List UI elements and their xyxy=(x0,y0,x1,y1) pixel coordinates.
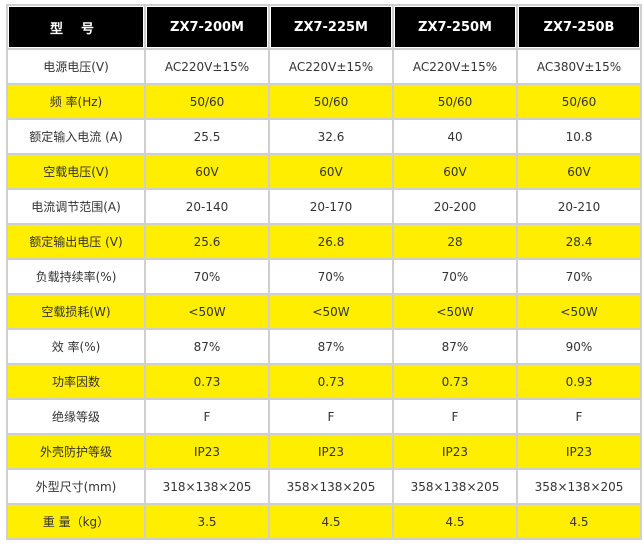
table-cell: IP23 xyxy=(394,435,516,468)
table-cell: 28.4 xyxy=(518,225,640,258)
table-row: 负载持续率(%) 70% 70% 70% 70% xyxy=(8,260,640,293)
table-cell: 20-210 xyxy=(518,190,640,223)
row-label: 重 量（kg） xyxy=(8,505,144,538)
table-cell: 87% xyxy=(146,330,268,363)
table-cell: 4.5 xyxy=(518,505,640,538)
table-cell: 70% xyxy=(394,260,516,293)
header-model: ZX7-250B xyxy=(518,6,640,48)
table-cell: 70% xyxy=(270,260,392,293)
table-cell: 20-170 xyxy=(270,190,392,223)
table-cell: AC220V±15% xyxy=(394,50,516,83)
table-row: 空载电压(V) 60V 60V 60V 60V xyxy=(8,155,640,188)
table-cell: 50/60 xyxy=(518,85,640,118)
row-label: 效 率(%) xyxy=(8,330,144,363)
table-body: 电源电压(V) AC220V±15% AC220V±15% AC220V±15% AC3… xyxy=(8,50,640,538)
table-cell: 50/60 xyxy=(394,85,516,118)
table-cell: 318×138×205 xyxy=(146,470,268,503)
table-cell: <50W xyxy=(394,295,516,328)
table-cell: 50/60 xyxy=(146,85,268,118)
table-cell: 25.5 xyxy=(146,120,268,153)
table-cell: AC220V±15% xyxy=(146,50,268,83)
row-label: 频 率(Hz) xyxy=(8,85,144,118)
table-cell: 70% xyxy=(518,260,640,293)
row-label: 电流调节范围(A) xyxy=(8,190,144,223)
table-cell: 40 xyxy=(394,120,516,153)
header-label: 型号 xyxy=(8,6,144,48)
table-cell: AC380V±15% xyxy=(518,50,640,83)
header-model: ZX7-250M xyxy=(394,6,516,48)
row-label: 额定输出电压 (V) xyxy=(8,225,144,258)
table-cell: 50/60 xyxy=(270,85,392,118)
header-model: ZX7-225M xyxy=(270,6,392,48)
table-cell: 0.73 xyxy=(270,365,392,398)
table-cell: 25.6 xyxy=(146,225,268,258)
spec-table: 型号 ZX7-200M ZX7-225M ZX7-250M ZX7-250B 电… xyxy=(6,4,642,540)
table-row: 空载损耗(W) <50W <50W <50W <50W xyxy=(8,295,640,328)
table-cell: 87% xyxy=(394,330,516,363)
table-row: 效 率(%) 87% 87% 87% 90% xyxy=(8,330,640,363)
table-cell: AC220V±15% xyxy=(270,50,392,83)
row-label: 绝缘等级 xyxy=(8,400,144,433)
table-cell: 60V xyxy=(518,155,640,188)
table-cell: <50W xyxy=(270,295,392,328)
table-cell: 70% xyxy=(146,260,268,293)
table-row: 额定输出电压 (V) 25.6 26.8 28 28.4 xyxy=(8,225,640,258)
table-row: 功率因数 0.73 0.73 0.73 0.93 xyxy=(8,365,640,398)
table-cell: 20-200 xyxy=(394,190,516,223)
row-label: 负载持续率(%) xyxy=(8,260,144,293)
table-cell: 20-140 xyxy=(146,190,268,223)
table-row: 额定输入电流 (A) 25.5 32.6 40 10.8 xyxy=(8,120,640,153)
row-label: 外型尺寸(mm) xyxy=(8,470,144,503)
table-cell: <50W xyxy=(518,295,640,328)
row-label: 功率因数 xyxy=(8,365,144,398)
table-row: 外型尺寸(mm) 318×138×205 358×138×205 358×138×20… xyxy=(8,470,640,503)
table-cell: 3.5 xyxy=(146,505,268,538)
table-header-row: 型号 ZX7-200M ZX7-225M ZX7-250M ZX7-250B xyxy=(8,6,640,48)
table-cell: 0.73 xyxy=(394,365,516,398)
table-cell: IP23 xyxy=(146,435,268,468)
table-cell: IP23 xyxy=(518,435,640,468)
table-row: 电源电压(V) AC220V±15% AC220V±15% AC220V±15% AC3… xyxy=(8,50,640,83)
table-cell: 26.8 xyxy=(270,225,392,258)
table-cell: 358×138×205 xyxy=(518,470,640,503)
table-cell: F xyxy=(270,400,392,433)
table-cell: 87% xyxy=(270,330,392,363)
table-cell: 32.6 xyxy=(270,120,392,153)
table-cell: 0.93 xyxy=(518,365,640,398)
table-cell: F xyxy=(518,400,640,433)
table-cell: F xyxy=(394,400,516,433)
table-row: 频 率(Hz) 50/60 50/60 50/60 50/60 xyxy=(8,85,640,118)
table-row: 电流调节范围(A) 20-140 20-170 20-200 20-210 xyxy=(8,190,640,223)
row-label: 额定输入电流 (A) xyxy=(8,120,144,153)
table-cell: 60V xyxy=(394,155,516,188)
row-label: 电源电压(V) xyxy=(8,50,144,83)
row-label: 空载损耗(W) xyxy=(8,295,144,328)
table-cell: <50W xyxy=(146,295,268,328)
table-cell: F xyxy=(146,400,268,433)
table-cell: 60V xyxy=(270,155,392,188)
table-cell: 10.8 xyxy=(518,120,640,153)
table-row: 绝缘等级 F F F F xyxy=(8,400,640,433)
table-cell: IP23 xyxy=(270,435,392,468)
row-label: 外壳防护等级 xyxy=(8,435,144,468)
table-cell: 4.5 xyxy=(394,505,516,538)
table-cell: 0.73 xyxy=(146,365,268,398)
table-cell: 90% xyxy=(518,330,640,363)
table-cell: 358×138×205 xyxy=(270,470,392,503)
table-cell: 4.5 xyxy=(270,505,392,538)
table-cell: 28 xyxy=(394,225,516,258)
table-cell: 60V xyxy=(146,155,268,188)
table-cell: 358×138×205 xyxy=(394,470,516,503)
table-row: 外壳防护等级 IP23 IP23 IP23 IP23 xyxy=(8,435,640,468)
table-row: 重 量（kg） 3.5 4.5 4.5 4.5 xyxy=(8,505,640,538)
row-label: 空载电压(V) xyxy=(8,155,144,188)
header-model: ZX7-200M xyxy=(146,6,268,48)
